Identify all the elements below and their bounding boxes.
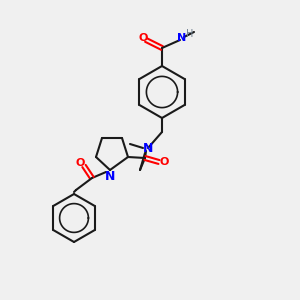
Text: N: N [177, 33, 187, 43]
Text: O: O [138, 33, 148, 43]
Text: O: O [159, 157, 169, 167]
Text: H: H [186, 29, 194, 39]
Text: O: O [75, 158, 85, 168]
Text: N: N [143, 142, 153, 154]
Text: N: N [105, 169, 115, 182]
